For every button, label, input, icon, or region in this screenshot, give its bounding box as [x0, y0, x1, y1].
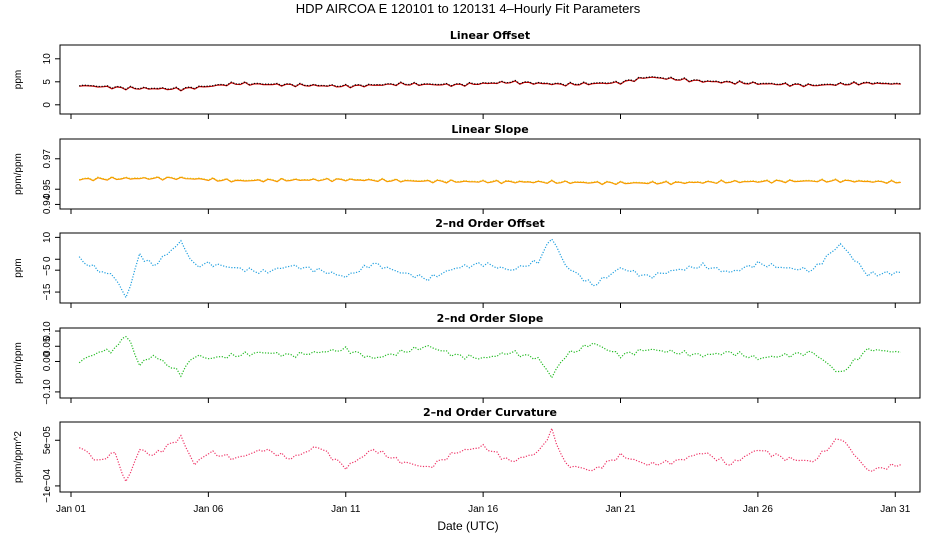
series-line-1 [78, 335, 901, 379]
series-line-1 [78, 238, 901, 299]
y-tick-label: 0.10 [42, 321, 53, 341]
y-axis-label: ppm/ppm [13, 153, 24, 195]
x-tick-label: Jan 16 [468, 504, 498, 515]
panel-5: 2–nd Order Curvature ppm/ppm^2 −1e−04 5e−05 [13, 406, 921, 503]
x-axis-label: Date (UTC) [437, 519, 498, 533]
panel-title: Linear Slope [451, 123, 528, 136]
y-tick-label: 0.97 [42, 149, 53, 169]
y-tick-label: 0.05 [42, 336, 53, 356]
panel-title: 2–nd Order Slope [437, 312, 544, 325]
series-line-2 [79, 76, 901, 92]
panel-frame [59, 421, 921, 493]
panel-4: 2–nd Order Slope ppm/ppm −0.10 0.000.050.10 [13, 312, 921, 405]
x-tick-label: Jan 11 [331, 504, 361, 515]
y-tick-label: 0 [42, 102, 53, 108]
x-tick-label: Jan 31 [880, 504, 910, 515]
x-axis: Jan 01 Jan 06 Jan 11 Jan 16 Jan 21 Jan 26 Jan … [56, 504, 911, 515]
series-line-1 [79, 176, 901, 186]
series-line-2 [79, 176, 901, 185]
series-line-1 [78, 426, 902, 483]
panel-1: Linear Offset ppm 0 5 10 [13, 29, 921, 119]
y-tick-label: −15 [42, 283, 53, 300]
x-tick-label: Jan 01 [56, 504, 86, 515]
y-tick-label: 0 [42, 256, 53, 262]
y-tick-label: 10 [42, 231, 53, 243]
y-axis-label: ppm/ppm [13, 342, 24, 384]
y-tick-label: −0.10 [42, 379, 53, 405]
panel-title: 2–nd Order Curvature [423, 406, 557, 419]
x-tick-label: Jan 06 [193, 504, 223, 515]
panel-frame [59, 327, 921, 399]
y-tick-label: 5e−05 [42, 426, 53, 455]
y-tick-label: −1e−04 [42, 469, 53, 503]
x-tick-label: Jan 21 [605, 504, 635, 515]
figure-title: HDP AIRCOA E 120101 to 120131 4–Hourly F… [296, 1, 641, 16]
y-tick-label: 10 [42, 53, 53, 65]
y-tick-label: 0.95 [42, 179, 53, 199]
panel-title: Linear Offset [450, 29, 530, 42]
y-tick-label: −5 [42, 264, 53, 276]
y-tick-label: 0.94 [42, 194, 53, 214]
panel-frame [59, 44, 921, 115]
y-tick-label: 0.00 [42, 351, 53, 371]
y-axis-label: ppm [13, 258, 24, 277]
panel-frame [59, 138, 921, 210]
panel-title: 2–nd Order Offset [435, 217, 545, 230]
panel-3: 2–nd Order Offset ppm −15 −5 0 10 [13, 217, 921, 308]
x-tick-label: Jan 26 [743, 504, 773, 515]
panels-group: Linear Offset ppm 0 5 10 Linear Slope ppm/ppm 0… [13, 29, 921, 503]
y-axis-label: ppm/ppm^2 [13, 431, 24, 483]
y-axis-label: ppm [13, 70, 24, 89]
panel-2: Linear Slope ppm/ppm 0.940.95 0.97 [13, 123, 921, 214]
y-tick-label: 5 [42, 79, 53, 85]
panel-frame [59, 232, 921, 304]
